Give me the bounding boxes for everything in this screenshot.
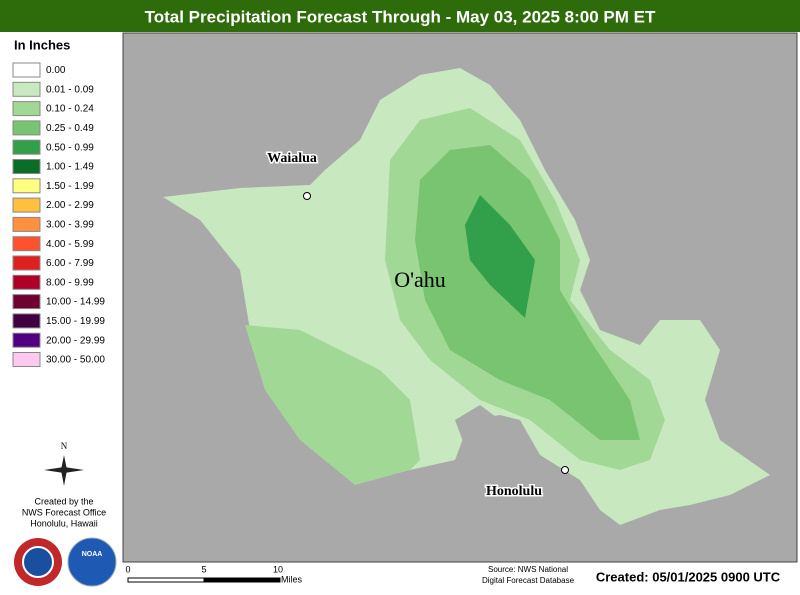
legend-swatch	[12, 159, 41, 174]
city-dot	[303, 192, 311, 200]
legend-swatch	[12, 352, 41, 367]
legend-swatch	[12, 236, 41, 252]
legend-label: 6.00 - 7.99	[46, 258, 94, 269]
scale-label: 5	[201, 564, 206, 574]
scale-bar	[127, 577, 281, 583]
place-label: Waialua	[267, 151, 317, 166]
legend-swatch	[12, 101, 41, 117]
legend-swatch	[12, 274, 41, 290]
scale-label: 0	[125, 564, 130, 574]
island-label: O'ahu	[394, 267, 446, 292]
legend-swatch	[12, 332, 41, 348]
nws-logo	[22, 546, 54, 578]
legend-label: 0.50 - 0.99	[46, 142, 94, 153]
legend-label: 1.50 - 1.99	[46, 181, 94, 192]
scale-unit: Miles	[281, 574, 303, 584]
created: Created: 05/01/2025 0900 UTC	[596, 569, 781, 584]
zone-peak	[465, 195, 535, 318]
compass-n: N	[61, 441, 68, 451]
scale-label: 10	[273, 564, 283, 574]
legend-label: 15.00 - 19.99	[46, 316, 105, 327]
legend-label: 0.25 - 0.49	[46, 123, 94, 134]
title-bar	[0, 0, 800, 32]
credit-line: Created by the	[34, 496, 93, 506]
legend-label: 4.00 - 5.99	[46, 239, 94, 250]
legend-label: 0.10 - 0.24	[46, 104, 94, 115]
zone-mid	[245, 325, 420, 485]
city-dot	[561, 466, 569, 474]
legend-label: 3.00 - 3.99	[46, 220, 94, 231]
legend-swatch	[12, 81, 41, 97]
legend-label: 2.00 - 2.99	[46, 200, 94, 211]
legend-swatch	[12, 255, 41, 271]
noaa-logo	[67, 537, 117, 587]
legend-swatch	[12, 139, 41, 155]
legend-label: 8.00 - 9.99	[46, 277, 94, 288]
legend-label: 1.00 - 1.49	[46, 162, 94, 173]
legend-swatch	[12, 294, 41, 310]
island	[163, 68, 770, 525]
legend-label: 0.00	[46, 65, 66, 76]
legend: 0.00 0.01 - 0.09 0.10 - 0.24 0.25 - 0.49 0.5…	[12, 62, 105, 367]
place-label: Honolulu	[486, 484, 542, 499]
legend-label: 10.00 - 14.99	[46, 297, 105, 308]
credit-line: Honolulu, Hawaii	[30, 518, 98, 528]
noaa-text: NOAA	[82, 551, 103, 558]
legend-swatch	[12, 120, 41, 136]
title: Total Precipitation Forecast Through - M…	[145, 7, 656, 26]
credit-line: NWS Forecast Office	[22, 507, 106, 517]
legend-swatch	[12, 178, 41, 194]
harbor	[455, 405, 500, 460]
legend-swatch	[12, 62, 41, 78]
legend-swatch	[12, 197, 41, 213]
legend-swatch	[12, 216, 41, 232]
legend-label: 30.00 - 50.00	[46, 355, 105, 366]
legend-swatch	[12, 313, 41, 329]
source: Digital Forecast Database	[482, 576, 575, 585]
legend-label: 0.01 - 0.09	[46, 84, 94, 95]
source: Source: NWS National	[488, 565, 568, 574]
legend-label: 20.00 - 29.99	[46, 335, 105, 346]
compass	[44, 455, 84, 486]
legend-title: In Inches	[14, 37, 70, 52]
